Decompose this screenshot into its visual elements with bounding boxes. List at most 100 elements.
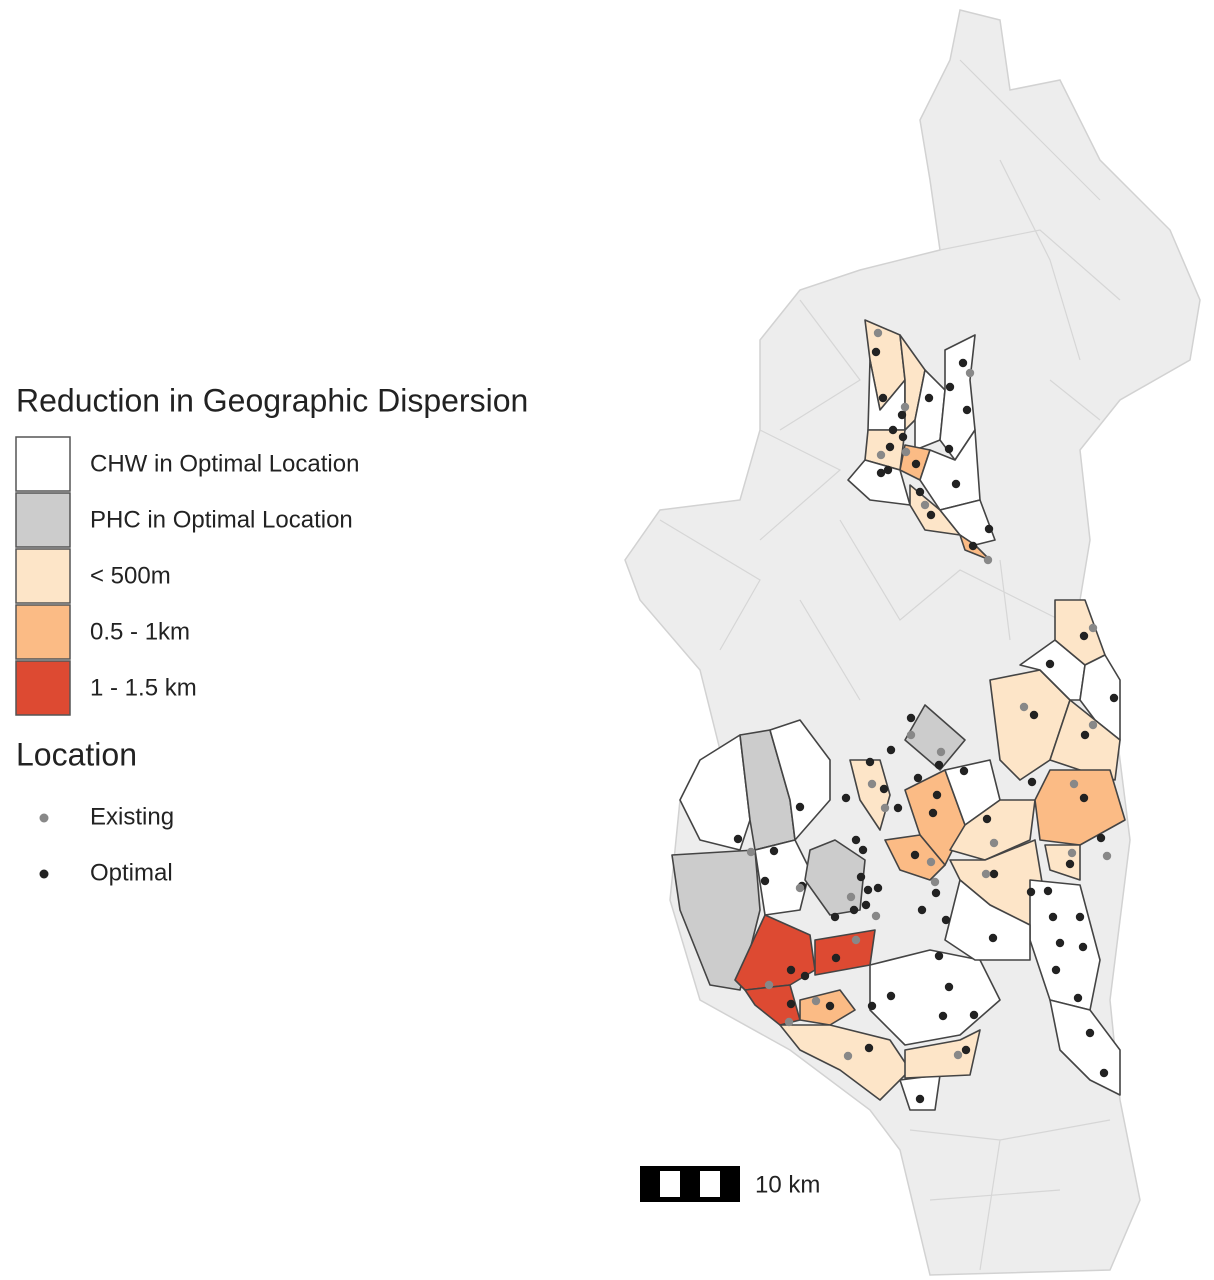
facility-point xyxy=(910,850,920,860)
facility-point xyxy=(871,347,881,357)
facility-point xyxy=(1045,659,1055,669)
legend-marker xyxy=(39,869,49,879)
facility-point xyxy=(1099,1068,1109,1078)
legend-title: Location xyxy=(16,736,137,772)
facility-point xyxy=(915,487,925,497)
legend-items: CHW in Optimal Location PHC in Optimal Lo… xyxy=(15,436,359,716)
facility-point xyxy=(897,410,907,420)
legend-label: PHC in Optimal Location xyxy=(90,506,353,533)
catchment-area xyxy=(779,1024,911,1101)
facility-point xyxy=(1026,887,1036,897)
facility-point xyxy=(1085,1028,1095,1038)
facility-point xyxy=(920,500,930,510)
facility-point xyxy=(871,911,881,921)
facility-point xyxy=(879,784,889,794)
facility-point xyxy=(932,790,942,800)
legend-label: CHW in Optimal Location xyxy=(90,450,359,477)
scale-bar-block xyxy=(660,1171,680,1197)
catchment-area xyxy=(1049,699,1121,781)
facility-point xyxy=(953,1050,963,1060)
facility-point xyxy=(811,996,821,1006)
catchment-area xyxy=(939,499,996,546)
facility-point xyxy=(944,982,954,992)
catchment-area xyxy=(869,949,1001,1046)
facility-point xyxy=(936,747,946,757)
facility-point xyxy=(926,510,936,520)
facility-point xyxy=(989,838,999,848)
facility-point xyxy=(876,450,886,460)
subdivision-lines xyxy=(659,59,1121,1271)
facility-point xyxy=(856,872,866,882)
facility-point xyxy=(849,905,859,915)
facility-point xyxy=(764,980,774,990)
catchment-area xyxy=(914,369,946,451)
facility-point xyxy=(915,1094,925,1104)
facility-point xyxy=(944,444,954,454)
facility-point xyxy=(1048,912,1058,922)
facility-point xyxy=(962,405,972,415)
facility-point xyxy=(786,965,796,975)
facility-point xyxy=(898,432,908,442)
facility-point xyxy=(1079,631,1089,641)
facility-point xyxy=(945,382,955,392)
facility-point xyxy=(917,905,927,915)
legend-label: 0.5 - 1km xyxy=(90,618,190,645)
facility-point xyxy=(989,869,999,879)
facility-point xyxy=(928,808,938,818)
facility-point xyxy=(906,713,916,723)
facility-point xyxy=(858,845,868,855)
facility-point xyxy=(880,803,890,813)
legend-label: Existing xyxy=(90,803,174,830)
facility-point xyxy=(1067,848,1077,858)
facility-point xyxy=(1088,720,1098,730)
facility-point xyxy=(1027,777,1037,787)
catchment-area xyxy=(904,704,966,771)
facility-point xyxy=(886,745,896,755)
facility-point xyxy=(958,358,968,368)
catchment-area xyxy=(949,799,1036,861)
catchment-areas xyxy=(671,319,1126,1111)
facility-point xyxy=(841,793,851,803)
facility-point xyxy=(886,991,896,1001)
facility-point xyxy=(746,847,756,857)
legend-swatch xyxy=(15,548,71,604)
facility-point xyxy=(795,802,805,812)
facility-point xyxy=(851,935,861,945)
scale-bar: 10 km xyxy=(640,1166,820,1202)
facility-point xyxy=(1109,693,1119,703)
facility-point xyxy=(786,999,796,1009)
legend-marker xyxy=(39,813,49,823)
facility-point xyxy=(861,900,871,910)
facility-point xyxy=(1079,793,1089,803)
catchment-area xyxy=(769,719,831,841)
legend-items: Existing Optimal xyxy=(39,803,174,886)
facility-point xyxy=(951,479,961,489)
facility-point xyxy=(934,760,944,770)
facility-point xyxy=(883,465,893,475)
facility-point xyxy=(913,773,923,783)
facility-point xyxy=(878,393,888,403)
facility-point xyxy=(1043,886,1053,896)
facility-point xyxy=(867,1001,877,1011)
facility-point xyxy=(873,883,883,893)
facility-point xyxy=(800,971,810,981)
facility-point xyxy=(1096,833,1106,843)
facility-point xyxy=(906,730,916,740)
facility-point xyxy=(1019,702,1029,712)
facility-point xyxy=(885,442,895,452)
facility-point xyxy=(760,876,770,886)
facility-point xyxy=(888,425,898,435)
facility-point xyxy=(1051,965,1061,975)
facility-point xyxy=(865,757,875,767)
facility-point xyxy=(873,328,883,338)
catchment-area xyxy=(909,484,961,536)
facility-point xyxy=(893,803,903,813)
catchment-area xyxy=(944,879,1031,961)
facility-point xyxy=(911,459,921,469)
facility-point xyxy=(934,951,944,961)
legend-swatch xyxy=(15,436,71,492)
facility-point xyxy=(984,524,994,534)
catchment-area xyxy=(754,839,811,916)
facility-point xyxy=(864,1043,874,1053)
